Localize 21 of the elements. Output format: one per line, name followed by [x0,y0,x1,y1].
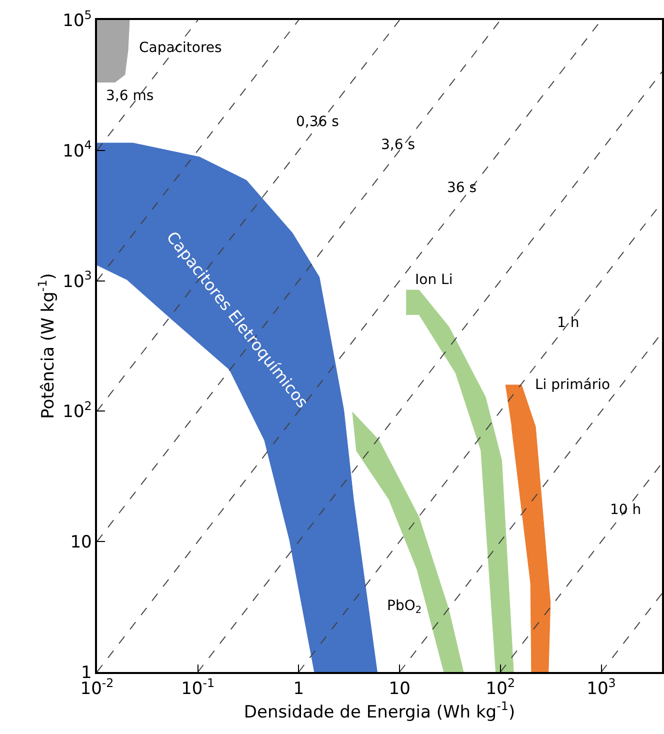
x-tick-label: 10 [388,679,410,700]
annotation: 10 h [610,502,642,518]
annotation: Ion Li [415,272,453,288]
annotation: PbO$_{2}$ [387,598,422,616]
annotation: 36 s [447,180,477,196]
annotation: Li primário [535,377,610,393]
x-axis-title: Densidade de Energia (Wh kg$^{-1}$) [244,699,516,722]
y-tick-label: 10$^{2}$ [62,399,92,422]
x-tick-label: 1 [293,679,304,700]
y-tick-label: 10$^{3}$ [62,268,92,292]
y-tick-label: 1 [81,662,92,683]
y-tick-label: 10$^{5}$ [62,8,92,31]
annotation: 3,6 ms [106,88,154,104]
x-tick-label: 10$^{2}$ [486,676,516,700]
x-tick-label: 10$^{-1}$ [181,676,215,700]
y-tick-label: 10$^{4}$ [62,138,92,162]
annotation: Capacitores [139,40,222,56]
y-tick-label: 10 [70,532,92,553]
annotation: 3,6 s [381,137,416,153]
x-tick-label: 10$^{3}$ [586,676,616,700]
annotation: 1 h [557,315,580,331]
